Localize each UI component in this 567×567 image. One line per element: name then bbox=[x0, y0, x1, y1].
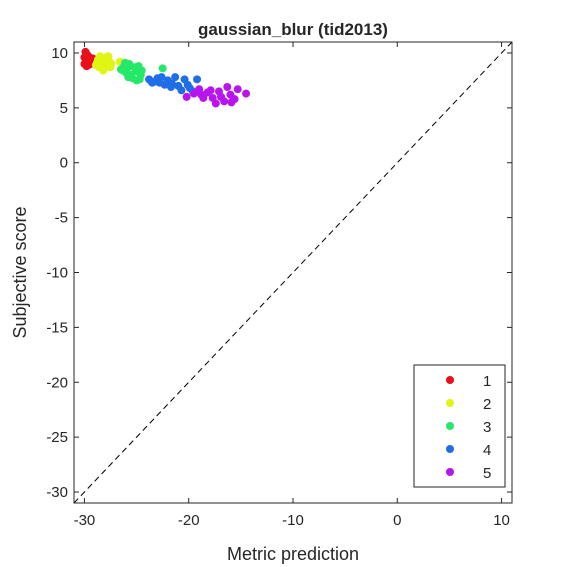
x-tick-label: 0 bbox=[393, 512, 401, 529]
chart-title: gaussian_blur (tid2013) bbox=[198, 20, 388, 39]
data-point-series-5 bbox=[206, 86, 215, 95]
legend-box bbox=[413, 364, 506, 488]
data-point-series-5 bbox=[182, 92, 191, 101]
data-point-series-5 bbox=[233, 85, 242, 94]
y-tick-label: 10 bbox=[51, 45, 68, 62]
x-tick-label: -20 bbox=[178, 512, 200, 529]
y-tick-label: -25 bbox=[46, 429, 68, 446]
data-point-series-1 bbox=[80, 53, 89, 62]
data-point-series-3 bbox=[134, 62, 143, 71]
data-point-series-2 bbox=[91, 61, 100, 70]
x-tick-label: -30 bbox=[74, 512, 96, 529]
data-point-series-4 bbox=[153, 74, 162, 83]
data-point-series-4 bbox=[183, 80, 192, 89]
legend-label-3: 3 bbox=[483, 419, 491, 436]
x-axis-label: Metric prediction bbox=[227, 544, 359, 564]
data-point-series-5 bbox=[199, 93, 208, 102]
y-tick-label: -5 bbox=[55, 210, 68, 227]
data-point-series-5 bbox=[211, 99, 220, 108]
data-point-series-5 bbox=[195, 85, 204, 94]
legend-label-1: 1 bbox=[483, 373, 491, 390]
legend-label-2: 2 bbox=[483, 396, 491, 413]
legend-label-5: 5 bbox=[483, 465, 491, 482]
data-point-series-3 bbox=[121, 58, 130, 67]
data-point-series-4 bbox=[193, 75, 202, 84]
y-tick-label: -15 bbox=[46, 319, 68, 336]
y-tick-label: -20 bbox=[46, 374, 68, 391]
y-tick-label: -30 bbox=[46, 484, 68, 501]
legend-marker-5 bbox=[446, 468, 454, 476]
identity-reference-line bbox=[73, 41, 513, 504]
data-point-series-5 bbox=[227, 98, 236, 107]
data-point-series-2 bbox=[107, 59, 116, 68]
data-point-series-5 bbox=[189, 89, 198, 98]
data-point-series-4 bbox=[166, 83, 175, 92]
y-axis-label: Subjective score bbox=[10, 206, 30, 338]
legend-marker-1 bbox=[446, 376, 454, 384]
x-tick-label: 10 bbox=[493, 512, 510, 529]
tick-layer: -30 -20 -10 0 10 10 5 0 -5 -10 -15 -20 -25 -30 bbox=[46, 42, 512, 529]
data-point-series-5 bbox=[217, 92, 226, 101]
legend-label-4: 4 bbox=[483, 442, 491, 459]
x-tick-label: -10 bbox=[282, 512, 304, 529]
legend-marker-2 bbox=[446, 399, 454, 407]
data-point-series-3 bbox=[119, 66, 128, 75]
reference-line-layer bbox=[73, 41, 513, 504]
data-point-series-2 bbox=[99, 66, 108, 75]
legend: 1 2 3 4 5 bbox=[413, 364, 506, 488]
data-point-series-4 bbox=[171, 73, 180, 82]
data-point-series-4 bbox=[177, 86, 186, 95]
data-point-series-3 bbox=[158, 64, 167, 73]
data-point-series-5 bbox=[242, 89, 251, 98]
data-point-series-2 bbox=[104, 52, 113, 61]
scatter-points-layer bbox=[80, 47, 251, 108]
y-tick-label: -10 bbox=[46, 265, 68, 282]
data-point-series-3 bbox=[132, 76, 141, 85]
legend-marker-4 bbox=[446, 445, 454, 453]
data-point-series-5 bbox=[223, 83, 232, 92]
data-point-series-4 bbox=[148, 78, 157, 87]
legend-marker-3 bbox=[446, 422, 454, 430]
y-tick-label: 5 bbox=[60, 100, 68, 117]
y-tick-label: 0 bbox=[60, 155, 68, 172]
